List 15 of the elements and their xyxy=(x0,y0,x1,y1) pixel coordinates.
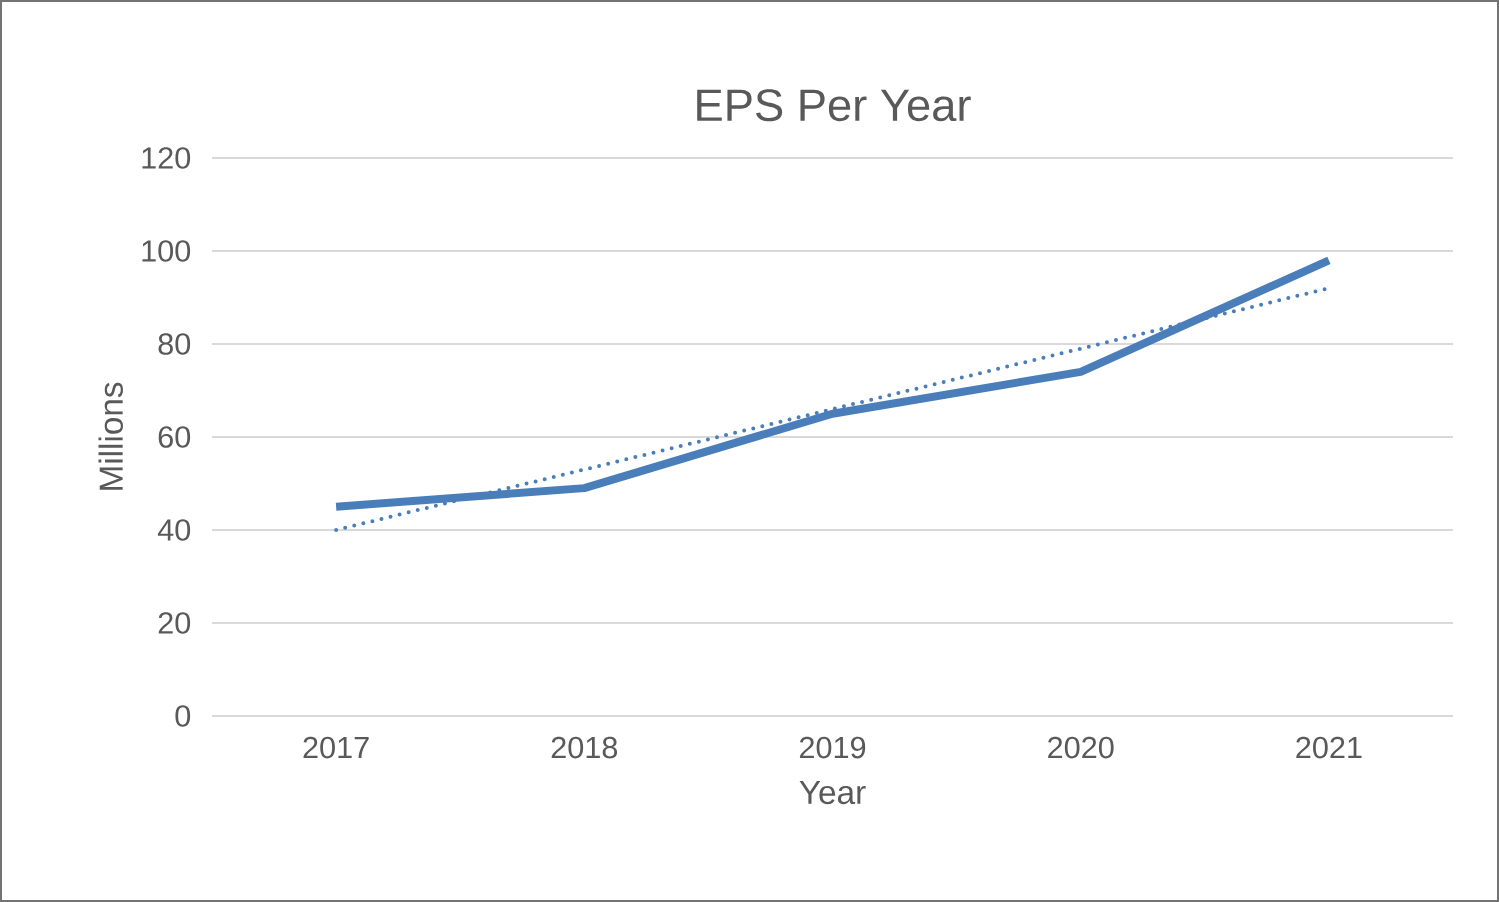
x-tick-label: 2018 xyxy=(551,736,618,759)
y-tick-label: 40 xyxy=(157,519,191,541)
x-tick-label: 2017 xyxy=(303,736,369,759)
y-tick-label: 20 xyxy=(158,612,191,634)
y-axis-title: Millions xyxy=(98,382,123,490)
x-tick-label: 2020 xyxy=(1048,736,1114,759)
y-tick-label: 80 xyxy=(158,333,191,355)
chart-title: EPS Per Year xyxy=(697,89,971,122)
y-tick-label: 60 xyxy=(158,426,191,448)
x-axis-title: Year xyxy=(799,780,866,805)
x-tick-label: 2021 xyxy=(1296,736,1362,759)
y-tick-label: 0 xyxy=(175,705,191,727)
x-tick-label: 2019 xyxy=(799,736,866,759)
y-tick-label: 120 xyxy=(142,147,191,169)
y-tick-label: 100 xyxy=(142,240,191,262)
